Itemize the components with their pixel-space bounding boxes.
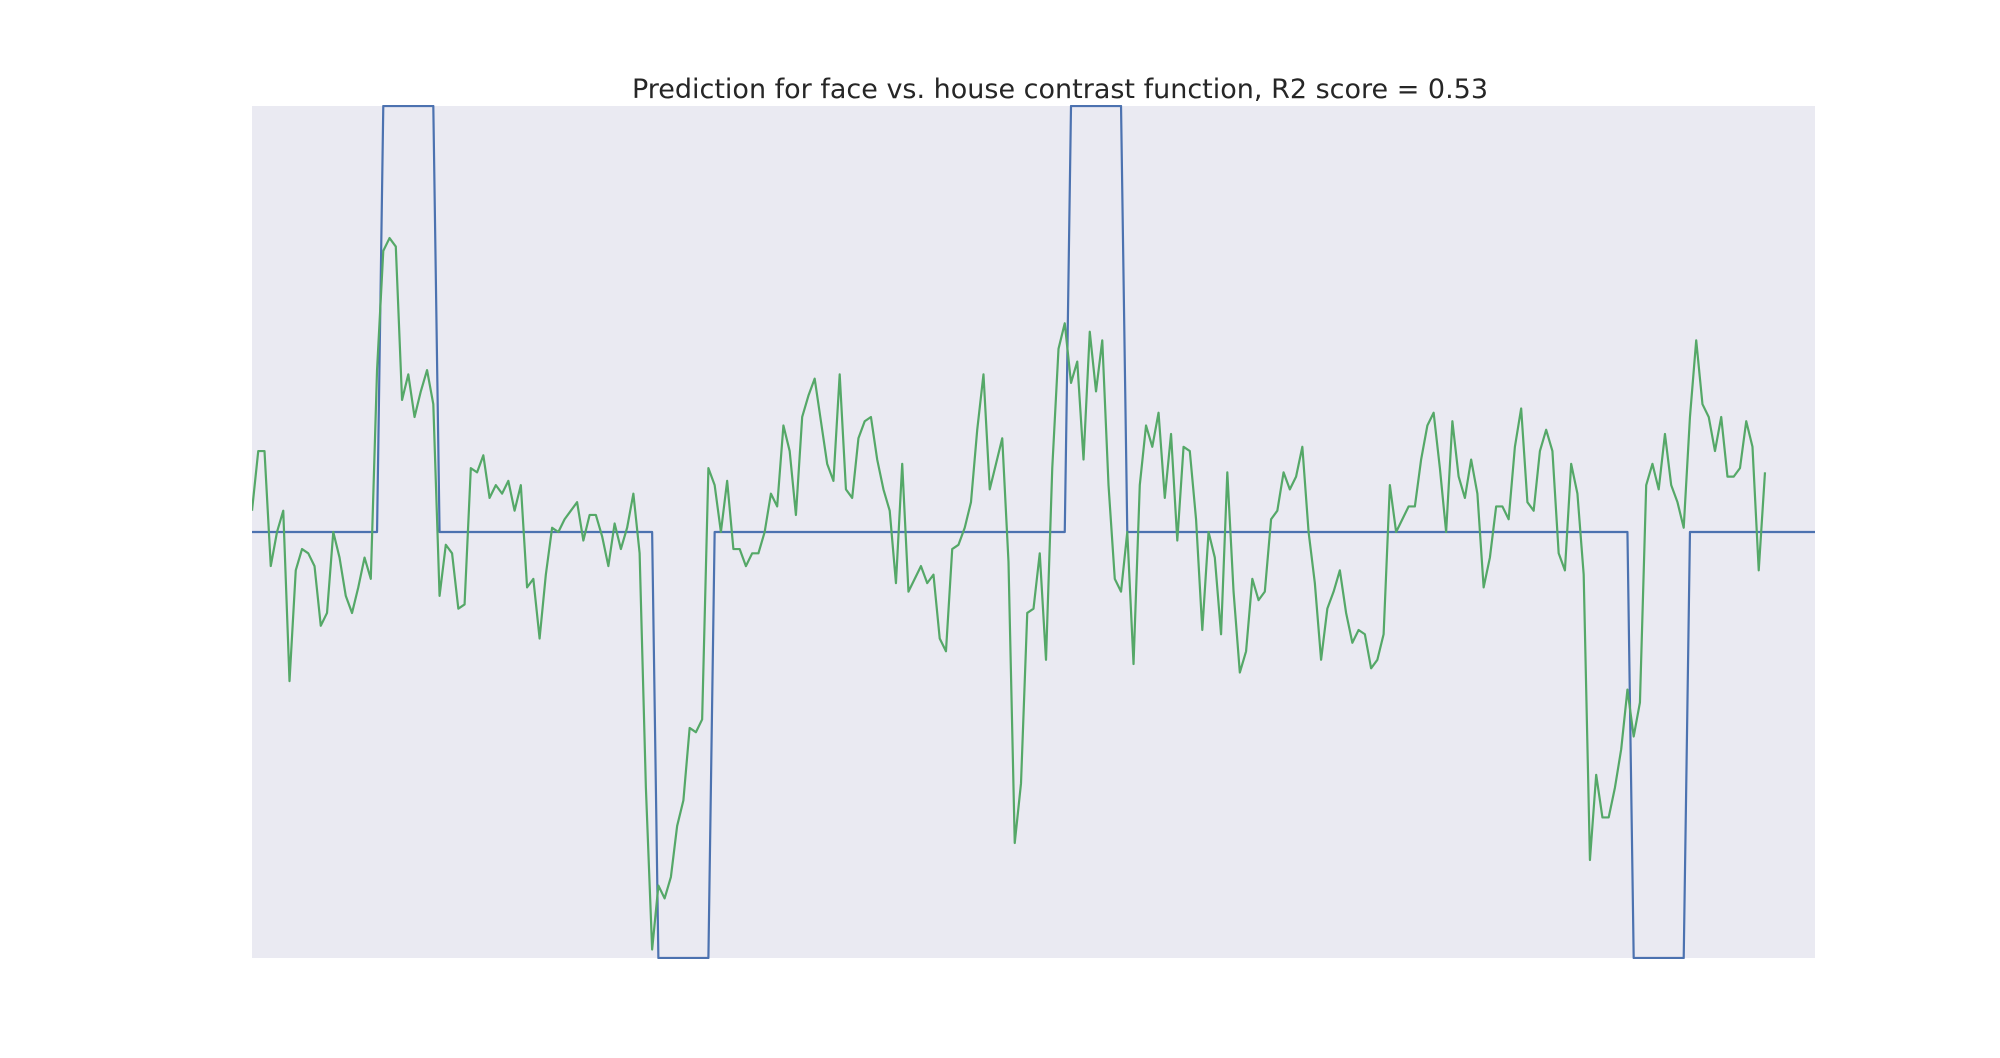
chart-title: Prediction for face vs. house contrast f… — [631, 74, 1489, 105]
series-line-green — [252, 236, 1767, 951]
series-layer — [252, 105, 1815, 959]
series-line-blue — [252, 105, 1815, 959]
